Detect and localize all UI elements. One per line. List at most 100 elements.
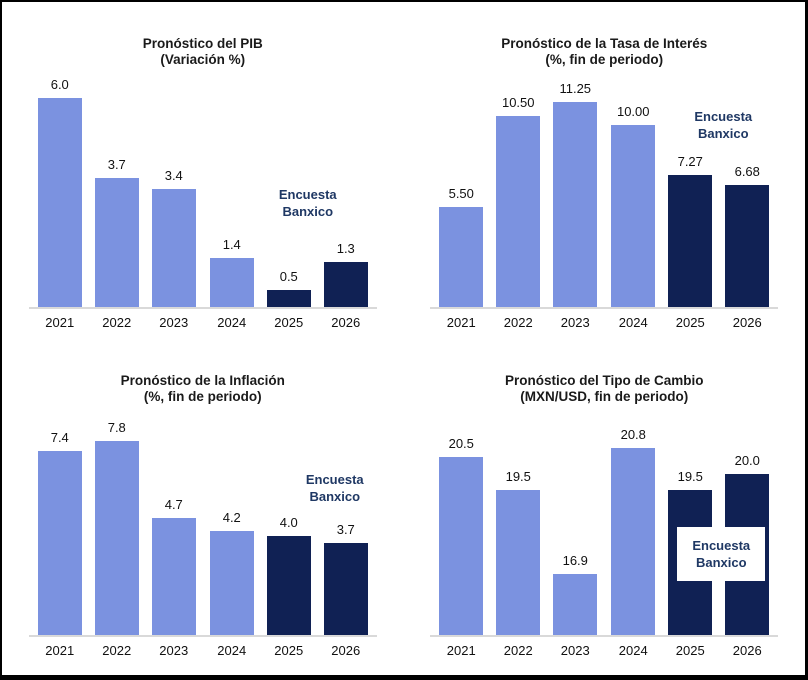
chart-subtitle: (%, fin de periodo) — [143, 388, 262, 404]
chart-inflacion: Pronóstico de la Inflación (%, fin de pe… — [2, 339, 404, 676]
plot-area-pib: Encuesta Banxico 6.0 3.7 3.4 1.4 0.5 1.3 — [28, 72, 377, 309]
bar-2025 — [668, 175, 713, 307]
bar-2021 — [37, 98, 82, 307]
bar-2021 — [439, 207, 484, 307]
x-tick-2021: 2021 — [45, 642, 75, 658]
chart-subtitle: (Variación %) — [160, 52, 246, 67]
bar-2025 — [266, 535, 311, 635]
bar-2026 — [323, 262, 368, 307]
plot-area-inflacion: Encuesta Banxico 7.4 7.8 4.7 4.2 4.0 3.7 — [28, 409, 377, 637]
x-tick-2023: 2023 — [560, 642, 590, 658]
chart-subtitle: (MXN/USD, fin de periodo) — [520, 388, 689, 404]
value-label-2024: 20.8 — [620, 426, 646, 442]
x-axis-labels: 2021 2022 2023 2024 2025 2026 — [38, 315, 368, 335]
encuesta-banxico-label: Encuesta Banxico — [248, 186, 368, 220]
annotation-line1: Encuesta — [692, 537, 751, 553]
value-label-2024: 10.00 — [616, 104, 650, 119]
value-label-2026: 20.0 — [734, 452, 760, 468]
chart-tasa-interes: Pronóstico de la Tasa de Interés (%, fin… — [404, 2, 806, 339]
x-tick-2026: 2026 — [732, 315, 762, 330]
annotation-line1: Encuesta — [694, 109, 753, 124]
bar-2022 — [94, 440, 139, 635]
bar-2026 — [323, 542, 368, 635]
annotation-line2: Banxico — [697, 126, 749, 141]
x-tick-2022: 2022 — [102, 642, 132, 658]
x-tick-2021: 2021 — [45, 315, 75, 330]
chart-title-line1: Pronóstico del Tipo de Cambio — [504, 372, 704, 388]
value-label-2026: 6.68 — [734, 164, 760, 179]
value-label-2023: 11.25 — [559, 81, 592, 96]
annotation-line2: Banxico — [695, 554, 747, 570]
bar-2022 — [94, 178, 139, 307]
value-label-2025: 4.0 — [279, 514, 298, 530]
x-axis-line — [430, 307, 779, 309]
bar-2024 — [611, 447, 656, 635]
encuesta-banxico-label: Encuesta Banxico — [663, 108, 783, 142]
value-label-2021: 7.4 — [50, 429, 69, 445]
annotation-line2: Banxico — [309, 488, 361, 504]
x-axis-line — [28, 634, 377, 637]
bar-2024 — [611, 125, 656, 307]
bar-2022 — [496, 116, 541, 307]
bar-2024 — [209, 530, 254, 635]
value-label-2021: 20.5 — [448, 435, 474, 451]
x-tick-2021: 2021 — [446, 642, 476, 658]
value-label-2026: 1.3 — [336, 241, 355, 256]
x-tick-2025: 2025 — [274, 315, 304, 330]
bar-2026 — [725, 185, 770, 307]
bar-2023 — [151, 189, 196, 307]
value-label-2024: 1.4 — [222, 237, 241, 252]
plot-area-tasa: Encuesta Banxico 5.50 10.50 11.25 10.00 7.27… — [430, 72, 779, 309]
x-tick-2024: 2024 — [217, 315, 247, 330]
bar-2021 — [439, 456, 484, 635]
value-label-2022: 19.5 — [505, 468, 531, 484]
value-label-2021: 6.0 — [50, 77, 69, 92]
bar-2023 — [151, 517, 196, 635]
x-tick-2026: 2026 — [331, 315, 361, 330]
value-label-2025: 7.27 — [677, 154, 703, 169]
encuesta-banxico-label: Encuesta Banxico — [677, 526, 766, 581]
bar-2025 — [266, 290, 311, 307]
x-tick-2026: 2026 — [331, 642, 361, 658]
x-axis-labels: 2021 2022 2023 2024 2025 2026 — [439, 315, 769, 335]
x-tick-2024: 2024 — [618, 642, 648, 658]
chart-title-tipo-cambio: Pronóstico del Tipo de Cambio (MXN/USD, … — [505, 373, 704, 405]
plot-area-tipo-cambio: Encuesta Banxico 20.5 19.5 16.9 20.8 19.5 20.… — [430, 409, 779, 637]
value-label-2022: 10.50 — [501, 95, 535, 110]
bar-2023 — [553, 573, 598, 635]
x-axis-line — [28, 307, 377, 309]
value-label-2024: 4.2 — [222, 509, 241, 525]
bar-2024 — [209, 258, 254, 307]
x-tick-2021: 2021 — [446, 315, 476, 330]
chart-title-line1: Pronóstico de la Tasa de Interés — [501, 36, 708, 51]
x-tick-2022: 2022 — [503, 642, 533, 658]
x-tick-2026: 2026 — [732, 642, 762, 658]
annotation-line1: Encuesta — [305, 471, 364, 487]
x-tick-2023: 2023 — [560, 315, 590, 330]
value-label-2023: 16.9 — [562, 552, 588, 568]
chart-pib: Pronóstico del PIB (Variación %) Encuest… — [2, 2, 404, 339]
x-axis-labels: 2021 2022 2023 2024 2025 2026 — [439, 643, 769, 663]
chart-title-line1: Pronóstico del PIB — [142, 36, 263, 51]
chart-title-line1: Pronóstico de la Inflación — [120, 372, 285, 388]
x-tick-2024: 2024 — [217, 642, 247, 658]
chart-title-tasa: Pronóstico de la Tasa de Interés (%, fin… — [501, 36, 707, 68]
chart-title-inflacion: Pronóstico de la Inflación (%, fin de pe… — [121, 373, 285, 405]
x-tick-2023: 2023 — [159, 642, 189, 658]
annotation-line1: Encuesta — [278, 187, 337, 202]
x-tick-2025: 2025 — [274, 642, 304, 658]
annotation-line2: Banxico — [282, 204, 334, 219]
x-tick-2025: 2025 — [675, 315, 705, 330]
value-label-2023: 4.7 — [164, 496, 183, 512]
chart-tipo-cambio: Pronóstico del Tipo de Cambio (MXN/USD, … — [404, 339, 806, 676]
x-tick-2025: 2025 — [675, 642, 705, 658]
x-tick-2024: 2024 — [618, 315, 648, 330]
bar-2021 — [37, 450, 82, 635]
value-label-2026: 3.7 — [336, 521, 355, 537]
x-tick-2022: 2022 — [503, 315, 533, 330]
value-label-2023: 3.4 — [164, 168, 183, 183]
value-label-2022: 7.8 — [107, 419, 126, 435]
bar-2023 — [553, 102, 598, 307]
chart-subtitle: (%, fin de periodo) — [545, 52, 664, 67]
